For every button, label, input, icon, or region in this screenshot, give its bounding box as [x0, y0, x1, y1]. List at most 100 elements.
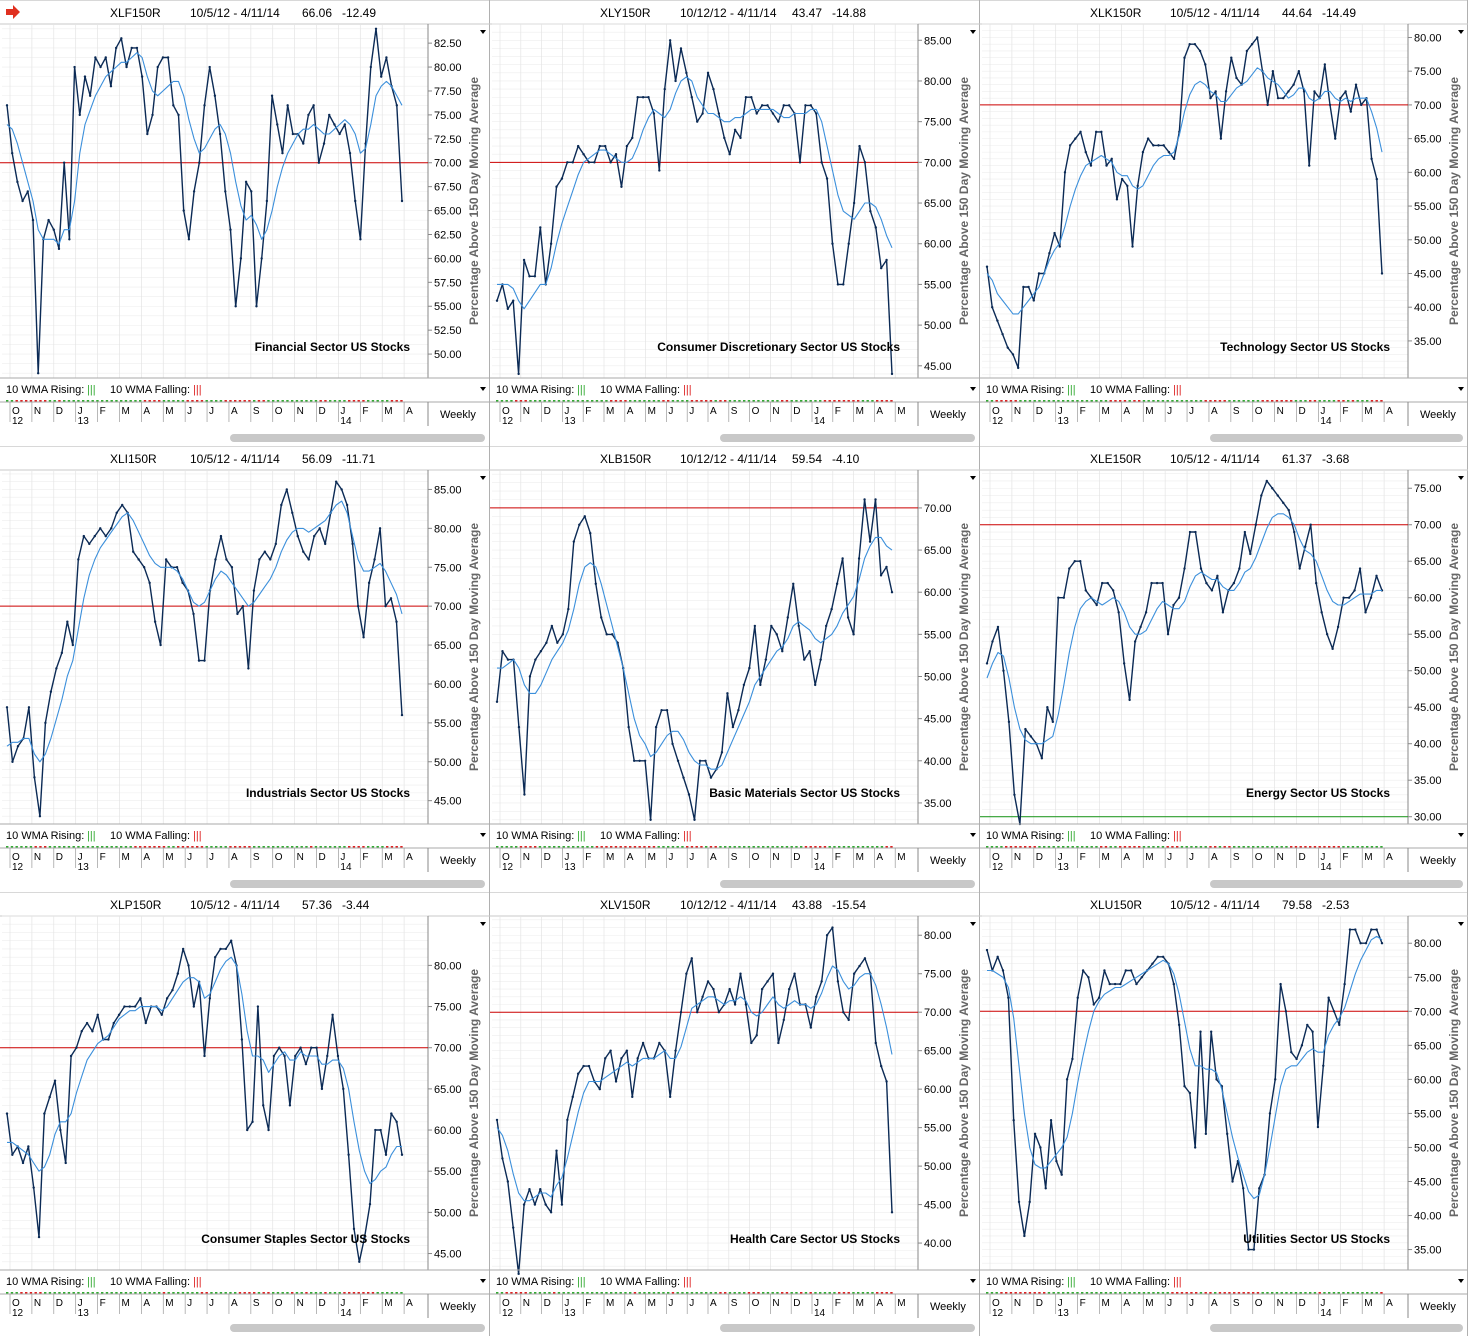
chevron-down-icon[interactable] — [970, 1279, 976, 1283]
data-point — [1370, 928, 1373, 931]
y-tick-label: 45.00 — [434, 796, 462, 808]
chevron-down-icon[interactable] — [1458, 387, 1464, 391]
price-series-line — [6, 481, 403, 817]
data-point — [1037, 272, 1041, 275]
trend-dot — [1171, 400, 1174, 403]
horizontal-scrollbar[interactable] — [230, 1324, 485, 1332]
falling-marker-icon: ||| — [193, 384, 202, 396]
data-point — [203, 659, 206, 662]
y-tick-label: 55.00 — [434, 718, 462, 730]
data-point — [1110, 157, 1113, 161]
period-label[interactable]: Weekly — [930, 409, 966, 421]
year-tick-label: 14 — [814, 862, 826, 873]
trend-dot — [1176, 1292, 1179, 1295]
trend-dot — [352, 400, 356, 403]
chart-panel-xli150r[interactable]: XLI150R 10/5/12 - 4/11/14 56.09 -11.71 45.00… — [0, 446, 490, 892]
horizontal-scrollbar[interactable] — [1210, 1324, 1463, 1332]
chevron-down-icon[interactable] — [970, 476, 976, 480]
data-point — [528, 275, 531, 278]
trend-dot — [1171, 1292, 1174, 1295]
data-point — [820, 161, 823, 164]
trend-dot — [1275, 400, 1279, 403]
right-arrow-icon[interactable] — [6, 5, 20, 19]
data-point — [539, 226, 542, 229]
data-point — [609, 161, 612, 164]
chevron-down-icon[interactable] — [970, 30, 976, 34]
trend-dot — [1266, 1292, 1269, 1295]
y-tick-label: 60.00 — [1414, 167, 1442, 179]
chart-panel-xlv150r[interactable]: XLV150R 10/12/12 - 4/11/14 43.88 -15.54 40.0… — [490, 892, 980, 1336]
horizontal-scrollbar[interactable] — [230, 880, 485, 888]
month-tick-label: J — [1167, 1298, 1172, 1309]
trend-dot — [1313, 400, 1317, 403]
chevron-down-icon[interactable] — [970, 833, 976, 837]
chevron-down-icon[interactable] — [1458, 476, 1464, 480]
data-point — [1369, 596, 1373, 599]
trend-dot — [348, 846, 351, 849]
month-tick-label: M — [121, 1298, 129, 1309]
chevron-down-icon[interactable] — [480, 922, 486, 926]
data-point — [830, 607, 833, 611]
chevron-down-icon[interactable] — [480, 387, 486, 391]
y-axis-label: Percentage Above 150 Day Moving Average — [957, 523, 971, 771]
horizontal-scrollbar[interactable] — [720, 880, 975, 888]
chart-symbol: XLB150R — [600, 452, 652, 466]
period-label[interactable]: Weekly — [440, 1301, 476, 1313]
data-point — [1216, 574, 1219, 578]
trend-dot — [876, 1292, 879, 1295]
month-tick-label: N — [523, 852, 530, 863]
chart-panel-xlp150r[interactable]: XLP150R 10/5/12 - 4/11/14 57.36 -3.44 45.00 5… — [0, 892, 490, 1336]
trend-dot — [1218, 1292, 1222, 1295]
period-label[interactable]: Weekly — [1420, 409, 1456, 421]
chart-panel-xlb150r[interactable]: XLB150R 10/12/12 - 4/11/14 59.54 -4.10 35.00… — [490, 446, 980, 892]
data-point — [160, 1013, 163, 1016]
period-label[interactable]: Weekly — [1420, 855, 1456, 867]
horizontal-scrollbar[interactable] — [230, 434, 485, 442]
chart-panel-xlk150r[interactable]: XLK150R 10/5/12 - 4/11/14 44.64 -14.49 35.00… — [980, 0, 1468, 446]
trend-dot — [314, 400, 318, 403]
trend-dot — [581, 1292, 584, 1295]
period-label[interactable]: Weekly — [930, 1301, 966, 1313]
trend-dot — [838, 846, 841, 849]
chevron-down-icon[interactable] — [1458, 1279, 1464, 1283]
trend-dot — [53, 1292, 56, 1295]
trend-dot — [752, 400, 755, 403]
chevron-down-icon[interactable] — [1458, 30, 1464, 34]
trend-dot — [1076, 1292, 1079, 1295]
period-label[interactable]: Weekly — [440, 409, 476, 421]
period-label[interactable]: Weekly — [440, 855, 476, 867]
chevron-down-icon[interactable] — [970, 387, 976, 391]
trend-dot — [838, 400, 841, 403]
chevron-down-icon[interactable] — [480, 833, 486, 837]
trend-dot — [139, 400, 142, 403]
chevron-down-icon[interactable] — [1458, 833, 1464, 837]
period-label[interactable]: Weekly — [930, 855, 966, 867]
data-point — [172, 104, 175, 107]
trend-dot — [781, 846, 784, 849]
data-point — [71, 643, 75, 647]
data-point — [1271, 487, 1274, 490]
horizontal-scrollbar[interactable] — [720, 1324, 975, 1332]
horizontal-scrollbar[interactable] — [1210, 880, 1463, 888]
chevron-down-icon[interactable] — [480, 1279, 486, 1283]
trend-dot — [681, 400, 684, 403]
period-label[interactable]: Weekly — [1420, 1301, 1456, 1313]
trend-dot — [519, 1292, 523, 1295]
horizontal-scrollbar[interactable] — [1210, 434, 1463, 442]
chart-date-range: 10/12/12 - 4/11/14 — [680, 898, 777, 912]
chevron-down-icon[interactable] — [480, 476, 486, 480]
chevron-down-icon[interactable] — [970, 922, 976, 926]
data-point — [567, 607, 570, 611]
data-point — [1071, 1057, 1074, 1061]
data-point — [26, 190, 29, 193]
trend-dot — [557, 1292, 561, 1295]
chevron-down-icon[interactable] — [1458, 922, 1464, 926]
horizontal-scrollbar[interactable] — [720, 434, 975, 442]
chart-panel-xlf150r[interactable]: XLF150R 10/5/12 - 4/11/14 66.06 -12.49 50.00… — [0, 0, 490, 446]
chevron-down-icon[interactable] — [480, 30, 486, 34]
data-point — [359, 238, 362, 241]
chart-panel-xlu150r[interactable]: XLU150R 10/5/12 - 4/11/14 79.58 -2.53 35.00 4… — [980, 892, 1468, 1336]
chart-panel-xle150r[interactable]: XLE150R 10/5/12 - 4/11/14 61.37 -3.68 30.00 3… — [980, 446, 1468, 892]
trend-dot — [15, 1292, 18, 1295]
chart-panel-xly150r[interactable]: XLY150R 10/12/12 - 4/11/14 43.47 -14.88 45.0… — [490, 0, 980, 446]
